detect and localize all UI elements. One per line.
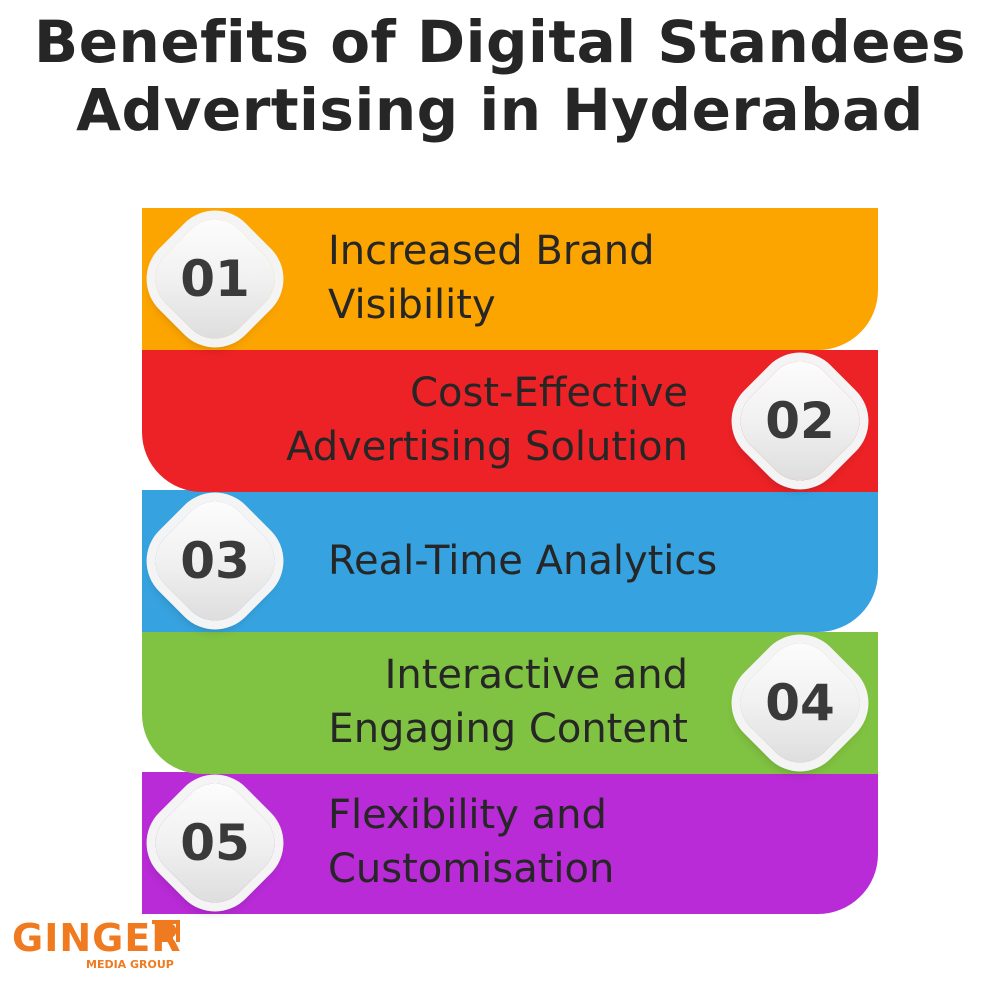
badge-number: 04: [765, 674, 835, 732]
badge-number: 01: [180, 250, 250, 308]
badge-number: 05: [180, 814, 250, 872]
badge-number: 03: [180, 532, 250, 590]
title-line-2: Advertising in Hyderabad: [76, 76, 924, 144]
badge-number: 02: [765, 392, 835, 450]
benefit-line1: Flexibility and: [328, 792, 607, 838]
benefit-line2: Engaging Content: [328, 706, 688, 752]
benefit-text: Interactive and Engaging Content: [328, 648, 688, 756]
benefit-line1: Real-Time Analytics: [328, 538, 718, 584]
benefit-item-04: Interactive and Engaging Content 04: [142, 629, 878, 777]
benefit-line2: Advertising Solution: [286, 424, 688, 470]
benefit-text: Flexibility and Customisation: [328, 788, 614, 896]
benefit-line1: Interactive and: [384, 652, 688, 698]
title-line-1: Benefits of Digital Standees: [33, 8, 966, 76]
ginger-media-group-logo: GINGER MEDIA GROUP: [12, 918, 182, 972]
benefit-text: Cost-Effective Advertising Solution: [286, 366, 688, 474]
logo-tagline: MEDIA GROUP: [86, 958, 174, 971]
benefit-line2: Customisation: [328, 846, 615, 892]
benefit-line2: Visibility: [328, 282, 496, 328]
benefit-line1: Increased Brand: [328, 228, 655, 274]
benefit-text: Increased Brand Visibility: [328, 224, 655, 332]
page-title: Benefits of Digital Standees Advertising…: [0, 8, 1000, 144]
logo-name: GINGER: [12, 916, 182, 960]
logo-mark-icon: [152, 920, 180, 942]
benefit-item-05: Flexibility and Customisation 05: [141, 769, 878, 917]
benefit-item-03: Real-Time Analytics 03: [141, 487, 878, 635]
benefit-item-02: Cost-Effective Advertising Solution 02: [142, 347, 878, 495]
benefit-item-01: Increased Brand Visibility 01: [141, 205, 878, 353]
benefit-line1: Cost-Effective: [410, 370, 688, 416]
benefit-text: Real-Time Analytics: [328, 534, 717, 588]
